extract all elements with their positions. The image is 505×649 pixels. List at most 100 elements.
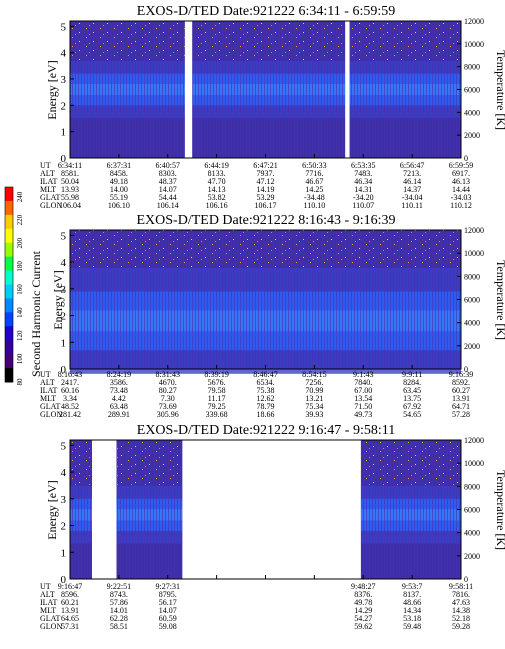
table-cell: 13.54 [354,394,372,403]
colorbar-label: Second Harmonic Current [29,250,43,377]
spectrogram [70,440,461,579]
table-cell: 54.27 [354,614,372,623]
x-ticks [69,365,462,369]
table-cell: 7937. [257,169,275,178]
y-tick-label: 3 [61,494,67,506]
table-cell: 110.10 [304,201,326,210]
table-cell: 14.25 [305,185,323,194]
table-cell: 60.16 [61,386,79,395]
y-tick-label: 3 [61,74,67,86]
table-cell: 48.66 [403,598,421,607]
table-cell: 9:58:11 [449,582,473,591]
colorbar-segment [5,256,13,272]
y-tick-label: 2 [61,100,67,112]
table-cell: 7840. [354,378,372,387]
table-cell: 47.70 [208,177,226,186]
table-cell: 7816. [452,590,470,599]
y-tick-label: 10000 [464,40,484,49]
table-cell: 70.99 [305,386,323,395]
table-cell: 8743. [110,590,128,599]
table-cell: 2417. [61,378,79,387]
colorbar-tick-label: 140 [16,307,24,318]
table-cell: 339.68 [206,410,228,419]
table-cell: 9:53:7 [402,582,422,591]
table-cell: 281.42 [59,410,81,419]
y-tick-label: 10000 [464,249,484,258]
table-row-label: ILAT [40,598,57,607]
table-cell: 6:37:31 [107,161,131,170]
table-cell: 59.48 [403,622,421,631]
table-cell: 14.13 [208,185,226,194]
y-tick-label: 4000 [464,108,480,117]
spectrogram-speckle [116,440,183,486]
table-cell: 14.34 [403,606,421,615]
table-cell: 6:47:21 [253,161,277,170]
table-cell: 6:59:59 [449,161,473,170]
table-cell: 14.00 [110,185,128,194]
table-row-label: UT [40,370,51,379]
table-row-label: ILAT [40,177,57,186]
y-tick-label: 4000 [464,529,480,538]
table-cell: 14.07 [159,185,177,194]
table-cell: 58.51 [110,622,128,631]
y-tick-label: 2000 [464,342,480,351]
orbit-table: UT 9:16:47 9:22:51 9:27:31 9:48:27 9:53:7 9:58… [40,582,473,631]
table-cell: 55.98 [61,193,79,202]
table-cell: -34.48 [304,193,325,202]
table-cell: 13.93 [61,185,79,194]
y-tick-label: 12000 [464,226,484,235]
colorbar-segment [5,354,13,369]
table-cell: 64.65 [61,614,79,623]
colorbar-segment [5,242,13,258]
table-cell: 106.14 [157,201,179,210]
table-cell: 6:44:19 [204,161,228,170]
table-cell: 62.28 [110,614,128,623]
table-cell: 6:34:11 [58,161,82,170]
table-cell: 75.34 [305,402,323,411]
table-row-label: ALT [40,590,55,599]
y-tick-label: 5 [61,440,67,452]
y-tick-label: 2000 [464,552,480,561]
table-cell: 7483. [354,169,372,178]
table-cell: 67.92 [403,402,421,411]
table-cell: 53.82 [208,193,226,202]
table-row-label: GLON [40,201,62,210]
y-tick-label: 0 [464,154,468,163]
table-cell: 289.91 [108,410,130,419]
table-cell: 73.48 [110,386,128,395]
table-cell: 47.63 [452,598,470,607]
table-cell: 14.38 [452,606,470,615]
table-cell: 78.79 [257,402,275,411]
table-cell: 11.17 [208,394,226,403]
table-row-label: UT [40,582,51,591]
y-ticks-right: 0 2000 4000 6000 8000 10000 12000 [457,226,484,374]
table-row-label: GLAT [40,193,61,202]
y-tick-label: 1 [61,547,67,559]
table-cell: 106.16 [206,201,228,210]
table-row-label: GLON [40,622,62,631]
table-cell: 53.29 [257,193,275,202]
y-tick-label: 8000 [464,272,480,281]
colorbar: 240 220 200 180 160 140 120 100 80 [4,186,24,386]
y-axis-label-left: Energy [eV] [51,270,65,329]
panel-1: EXOS-D/TED Date:921222 6:34:11 - 6:59:59… [40,4,505,210]
table-cell: 59.28 [452,622,470,631]
table-cell: 13.21 [305,394,323,403]
colorbar-tick-label: 160 [16,284,24,295]
colorbar-segment [5,326,13,341]
table-cell: 8581. [61,169,79,178]
table-cell: 8596. [61,590,79,599]
colorbar-tick-label: 100 [16,353,24,364]
table-cell: 9:1:43 [353,370,373,379]
y-tick-label: 5 [61,230,67,242]
colorbar-segment [5,368,13,383]
y-tick-label: 3 [61,284,67,296]
table-cell: 55.19 [110,193,128,202]
y-ticks-left: 0 1 2 3 4 5 [61,21,74,165]
spectrogram-speckle [70,21,185,62]
y-tick-label: 8000 [464,482,480,491]
data-gap [345,21,350,158]
table-cell: 57.28 [452,410,470,419]
data-gap [91,440,117,579]
